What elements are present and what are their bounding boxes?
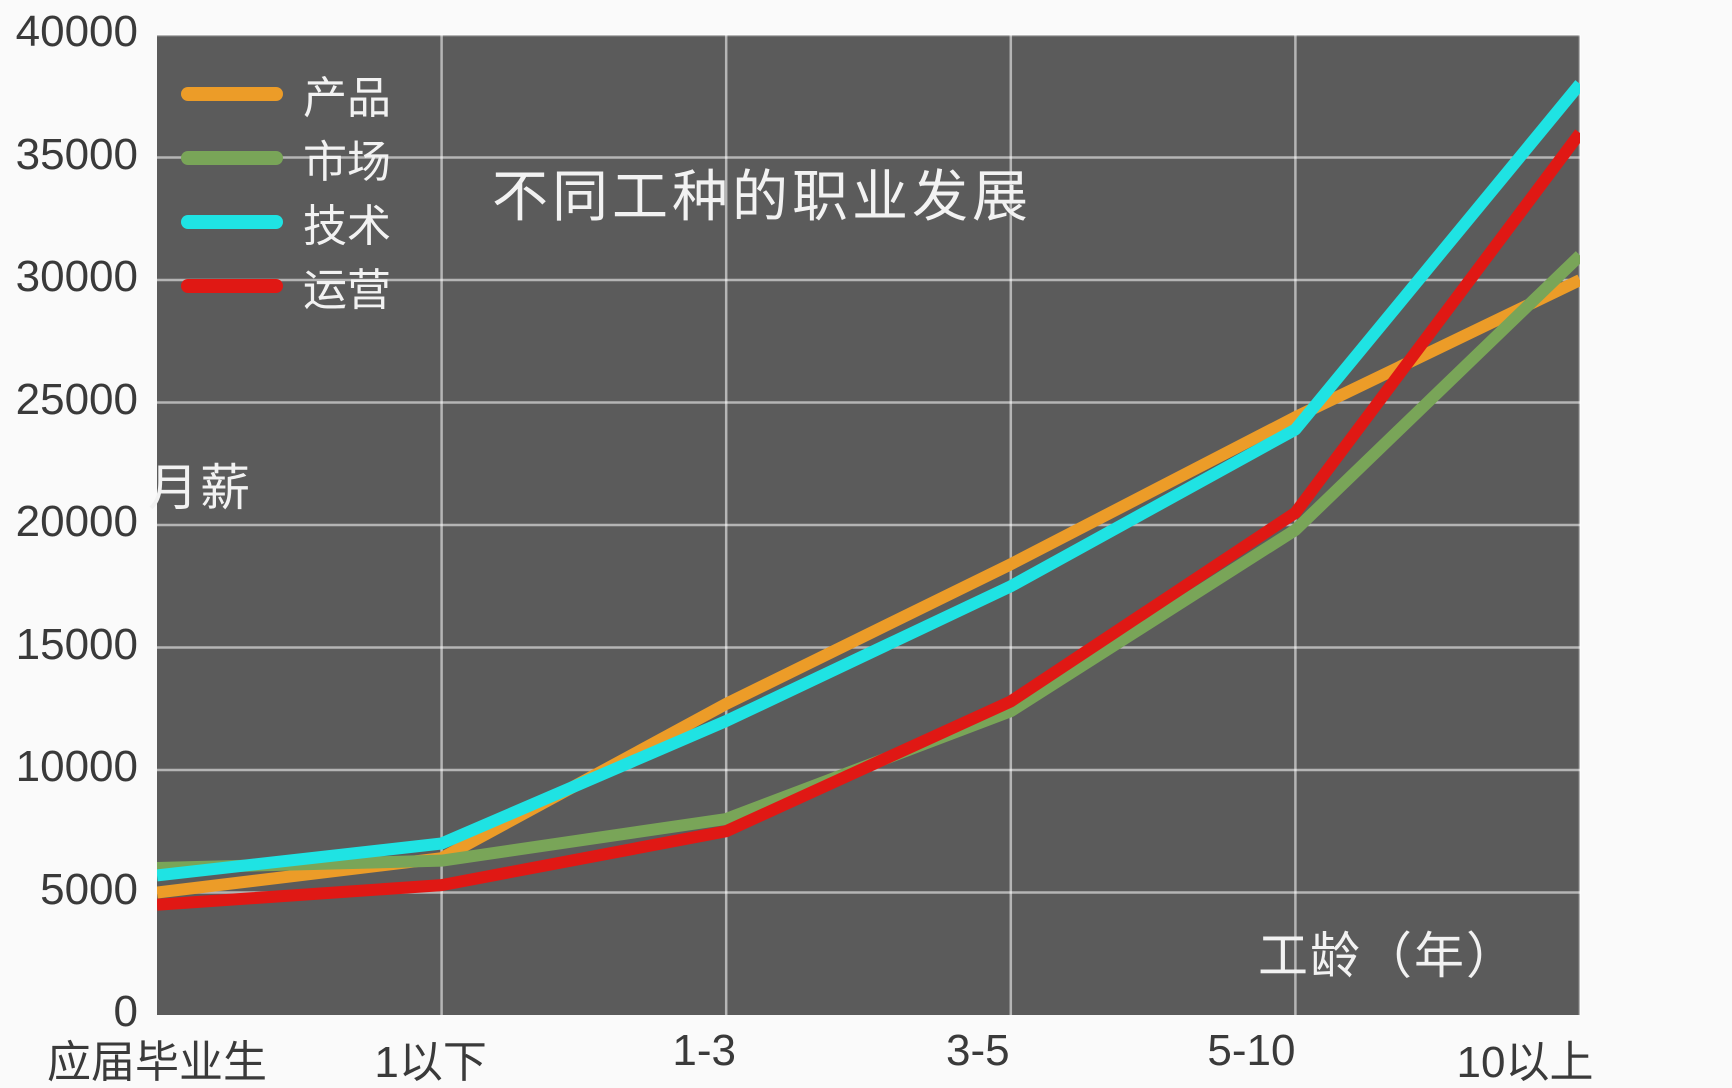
chart-title: 不同工种的职业发展 [492,165,1032,228]
legend-label: 运营 [303,266,391,315]
y-tick-label: 15000 [15,619,138,669]
x-tick-label: 5-10 [1207,1026,1296,1075]
x-tick-label: 10以上 [1456,1038,1594,1087]
y-tick-label: 25000 [15,374,138,424]
y-tick-label: 20000 [15,497,138,546]
y-tick-label: 0 [113,987,138,1036]
y-tick-label: 5000 [40,864,138,914]
x-tick-label: 应届毕业生 [47,1038,267,1087]
legend-row: 运营 [181,254,391,318]
legend-label: 市场 [303,138,391,187]
y-tick-label: 10000 [15,742,138,791]
legend: 产品 市场 技术 运营 [181,62,391,318]
y-tick-label: 30000 [15,252,138,301]
x-tick-label: 3-5 [946,1026,1010,1075]
y-axis-title: 月薪 [148,460,252,516]
x-tick-label: 1-3 [672,1026,736,1075]
legend-row: 产品 [181,62,391,126]
series-line-3 [157,129,1580,911]
y-tick-label: 35000 [15,129,138,179]
legend-swatch-1 [181,151,283,165]
x-tick-label: 1以下 [374,1038,487,1087]
y-tick-label: 40000 [15,7,138,56]
legend-swatch-0 [181,87,283,101]
legend-label: 产品 [303,74,391,123]
x-axis-title: 工龄（年） [1258,928,1518,984]
series-line-2 [157,80,1580,882]
legend-swatch-3 [181,279,283,293]
legend-row: 技术 [181,190,391,254]
legend-label: 技术 [303,202,391,251]
legend-swatch-2 [181,215,283,229]
legend-row: 市场 [181,126,391,190]
